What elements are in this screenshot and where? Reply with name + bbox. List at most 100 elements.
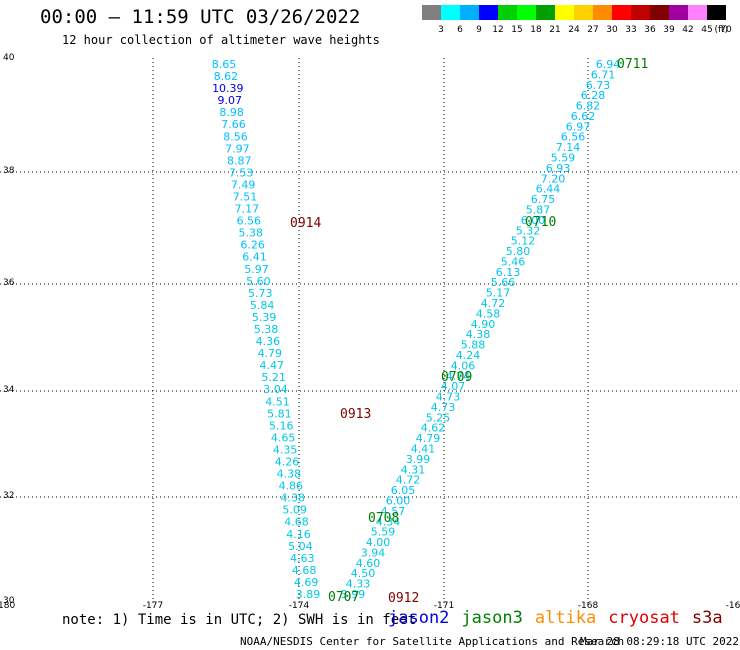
wave-height-value: 4.36 [256, 335, 281, 348]
wave-height-value: 8.87 [227, 154, 252, 167]
wave-height-value: 4.41 [411, 443, 436, 456]
wave-height-value: 5.16 [269, 419, 294, 432]
wave-height-value: 5.81 [267, 407, 292, 420]
color-swatch [612, 5, 631, 20]
color-swatch [707, 5, 726, 20]
wave-height-value: 5.04 [288, 540, 313, 553]
wave-height-value: 6.44 [536, 183, 561, 196]
wave-height-value: 6.56 [237, 215, 262, 228]
wave-height-value: 4.60 [356, 557, 381, 570]
legend-item-cryosat: cryosat [608, 608, 680, 628]
color-swatch [460, 5, 479, 20]
wave-height-value: 7.97 [225, 142, 250, 155]
wave-height-value: 7.51 [233, 191, 258, 204]
wave-height-value: 4.73 [431, 401, 456, 414]
wave-height-value: 6.28 [581, 89, 606, 102]
color-swatch [517, 5, 536, 20]
wave-height-value: 4.24 [456, 349, 481, 362]
pass-time-label: 0708 [368, 511, 399, 526]
color-scale-label: 6 [457, 25, 463, 35]
x-tick-label: -177 [143, 601, 163, 610]
wave-height-value: 4.90 [471, 318, 496, 331]
wave-height-value: 8.98 [219, 106, 244, 119]
wave-height-value: 4.47 [259, 359, 284, 372]
wave-height-value: 6.71 [591, 68, 616, 81]
legend-item-altika: altika [534, 608, 597, 628]
pass-time-label: 0913 [340, 407, 371, 422]
wave-height-value: 8.62 [214, 70, 239, 83]
color-scale-label: 3 [438, 25, 444, 35]
page-title: 00:00 — 11:59 UTC 03/26/2022 [40, 6, 361, 28]
wave-height-value: 4.51 [265, 395, 290, 408]
wave-height-value: 5.88 [461, 339, 486, 352]
wave-height-value: 5.59 [551, 152, 576, 165]
wave-height-value: 4.79 [416, 432, 441, 445]
wave-height-value: 4.38 [466, 328, 491, 341]
color-scale-label: 36 [644, 25, 656, 35]
wave-height-value: 5.87 [526, 203, 551, 216]
color-scale-label: 12 [492, 25, 503, 35]
legend-item-jason2: jason2 [388, 608, 450, 628]
wave-height-value: 4.65 [271, 431, 296, 444]
wave-height-value: 4.57 [381, 505, 406, 518]
wave-height-value: 4.26 [275, 456, 300, 469]
wave-height-value: 4.16 [286, 528, 311, 541]
y-tick-label: 36 [3, 278, 15, 288]
pass-time-label: 0912 [388, 591, 419, 606]
satellite-legend: jason2 jason3 altika cryosat s3a [388, 608, 735, 628]
color-swatch [479, 5, 498, 20]
color-swatch [422, 5, 441, 20]
wave-height-value: 6.41 [242, 251, 267, 264]
wave-height-value: 4.72 [481, 297, 506, 310]
wave-height-value: 7.66 [221, 118, 246, 131]
wave-height-value: 7.17 [235, 203, 260, 216]
color-swatch [498, 5, 517, 20]
pass-time-label: 0914 [290, 216, 321, 231]
wave-height-value: 5.21 [261, 371, 286, 384]
wave-height-value: 8.65 [212, 58, 237, 71]
wave-height-value: 4.68 [284, 516, 309, 529]
color-scale-unit: (ft) [714, 25, 728, 35]
color-swatch [593, 5, 612, 20]
wave-height-value: 4.69 [294, 576, 319, 589]
wave-height-value: 5.60 [246, 275, 271, 288]
wave-height-value: 5.38 [238, 227, 263, 240]
wave-height-value: 4.33 [346, 578, 371, 591]
color-swatch [669, 5, 688, 20]
wave-height-value: 5.84 [250, 299, 275, 312]
wave-height-value: 5.39 [252, 311, 277, 324]
wave-height-value: 3.99 [341, 588, 366, 601]
wave-height-value: 3.94 [361, 546, 386, 559]
color-swatch [555, 5, 574, 20]
color-scale-label: 24 [568, 25, 580, 35]
wave-height-value: 10.39 [212, 82, 244, 95]
map-grid [0, 58, 740, 603]
pass-time-label: 0707 [328, 590, 359, 605]
color-swatch [631, 5, 650, 20]
wave-height-value: 7.53 [229, 166, 254, 179]
wave-height-value: 6.82 [576, 100, 601, 113]
wave-height-value: 4.86 [279, 480, 304, 493]
wave-height-value: 5.80 [506, 245, 531, 258]
wave-height-value: 4.34 [376, 515, 401, 528]
wave-height-value: 4.72 [396, 474, 421, 487]
descending-track: 8.658.6210.399.078.987.668.567.978.877.5… [212, 58, 321, 601]
color-swatch [441, 5, 460, 20]
wave-height-value: 5.12 [511, 235, 536, 248]
time-labels: 0711 0710 0914 0709 0913 0708 0707 0912 [290, 57, 648, 606]
color-scale-bar: 3 6 9 12 15 18 21 24 27 30 33 36 39 42 45 70(ft) [422, 5, 732, 35]
x-tick-label: -168 [578, 601, 599, 610]
color-swatch [574, 5, 593, 20]
wave-height-value: 6.62 [571, 110, 596, 123]
wave-height-value: 6.75 [531, 193, 556, 206]
wave-height-value: 3.04 [263, 383, 288, 396]
wave-height-value: 5.38 [254, 323, 279, 336]
x-tick-label: -174 [289, 601, 310, 610]
wave-height-value: 7.14 [556, 141, 581, 154]
wave-height-value: 6.00 [521, 214, 546, 227]
color-scale-label: 45 [701, 25, 712, 35]
wave-height-value: 4.50 [351, 567, 376, 580]
wave-height-value: 4.31 [401, 463, 426, 476]
footnote: note: 1) Time is in UTC; 2) SWH is in fe… [62, 612, 417, 628]
color-scale-label: 18 [530, 25, 542, 35]
